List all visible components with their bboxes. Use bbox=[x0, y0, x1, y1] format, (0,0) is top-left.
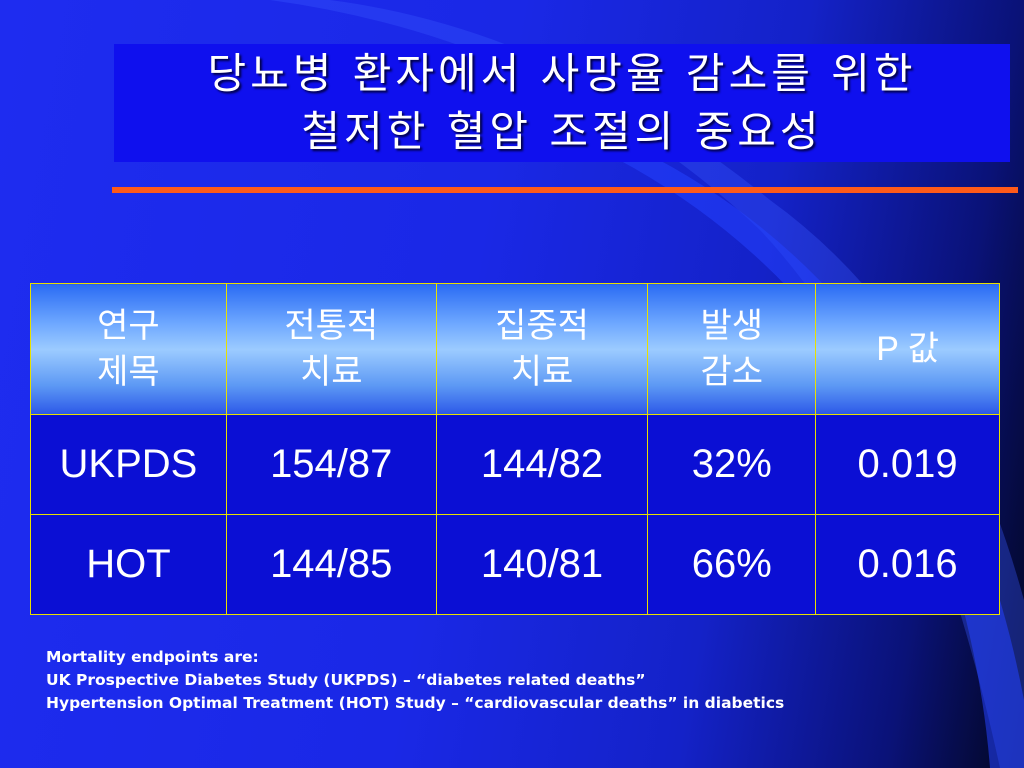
header-study: 연구 제목 bbox=[30, 283, 227, 415]
header-intensive: 집중적 치료 bbox=[435, 283, 649, 415]
cell-study: UKPDS bbox=[30, 414, 227, 515]
table-row: UKPDS 154/87 144/82 32% 0.019 bbox=[30, 414, 1000, 515]
footnote-line: Hypertension Optimal Treatment (HOT) Stu… bbox=[46, 694, 785, 712]
header-reduction: 발생 감소 bbox=[647, 283, 817, 415]
cell-reduction: 66% bbox=[647, 514, 817, 615]
title-line-1: 당뇨병 환자에서 사망율 감소를 위한 bbox=[207, 49, 917, 98]
header-conventional-line2: 치료 bbox=[299, 353, 363, 391]
table-row: HOT 144/85 140/81 66% 0.016 bbox=[30, 514, 1000, 615]
results-table: 연구 제목 전통적 치료 집중적 치료 발생 감소 P 값 UKPDS 154/… bbox=[30, 283, 1000, 615]
cell-intensive: 140/81 bbox=[435, 514, 649, 615]
title-divider bbox=[112, 187, 1018, 193]
footnote-line: Mortality endpoints are: bbox=[46, 648, 259, 666]
cell-reduction: 32% bbox=[647, 414, 817, 515]
table-header-row: 연구 제목 전통적 치료 집중적 치료 발생 감소 P 값 bbox=[30, 283, 1000, 415]
header-reduction-line2: 감소 bbox=[700, 353, 764, 391]
header-study-line1: 연구 bbox=[97, 307, 160, 345]
header-p-value: P 값 bbox=[815, 283, 1000, 415]
header-study-line2: 제목 bbox=[97, 353, 160, 391]
cell-conventional: 144/85 bbox=[225, 514, 437, 615]
footnote-line: UK Prospective Diabetes Study (UKPDS) – … bbox=[46, 671, 646, 689]
footnotes: Mortality endpoints are: UK Prospective … bbox=[46, 646, 784, 715]
header-reduction-line1: 발생 bbox=[700, 307, 764, 345]
cell-p-value: 0.019 bbox=[815, 414, 1000, 515]
cell-study: HOT bbox=[30, 514, 227, 615]
header-intensive-line1: 집중적 bbox=[495, 307, 589, 345]
header-intensive-line2: 치료 bbox=[510, 353, 574, 391]
slide-title: 당뇨병 환자에서 사망율 감소를 위한 철저한 혈압 조절의 중요성 bbox=[114, 44, 1010, 162]
title-line-2: 철저한 혈압 조절의 중요성 bbox=[301, 107, 823, 156]
header-conventional-line1: 전통적 bbox=[284, 307, 379, 345]
header-p-value-label: P 값 bbox=[876, 330, 939, 368]
cell-intensive: 144/82 bbox=[435, 414, 649, 515]
cell-p-value: 0.016 bbox=[815, 514, 1000, 615]
cell-conventional: 154/87 bbox=[225, 414, 437, 515]
header-conventional: 전통적 치료 bbox=[225, 283, 437, 415]
